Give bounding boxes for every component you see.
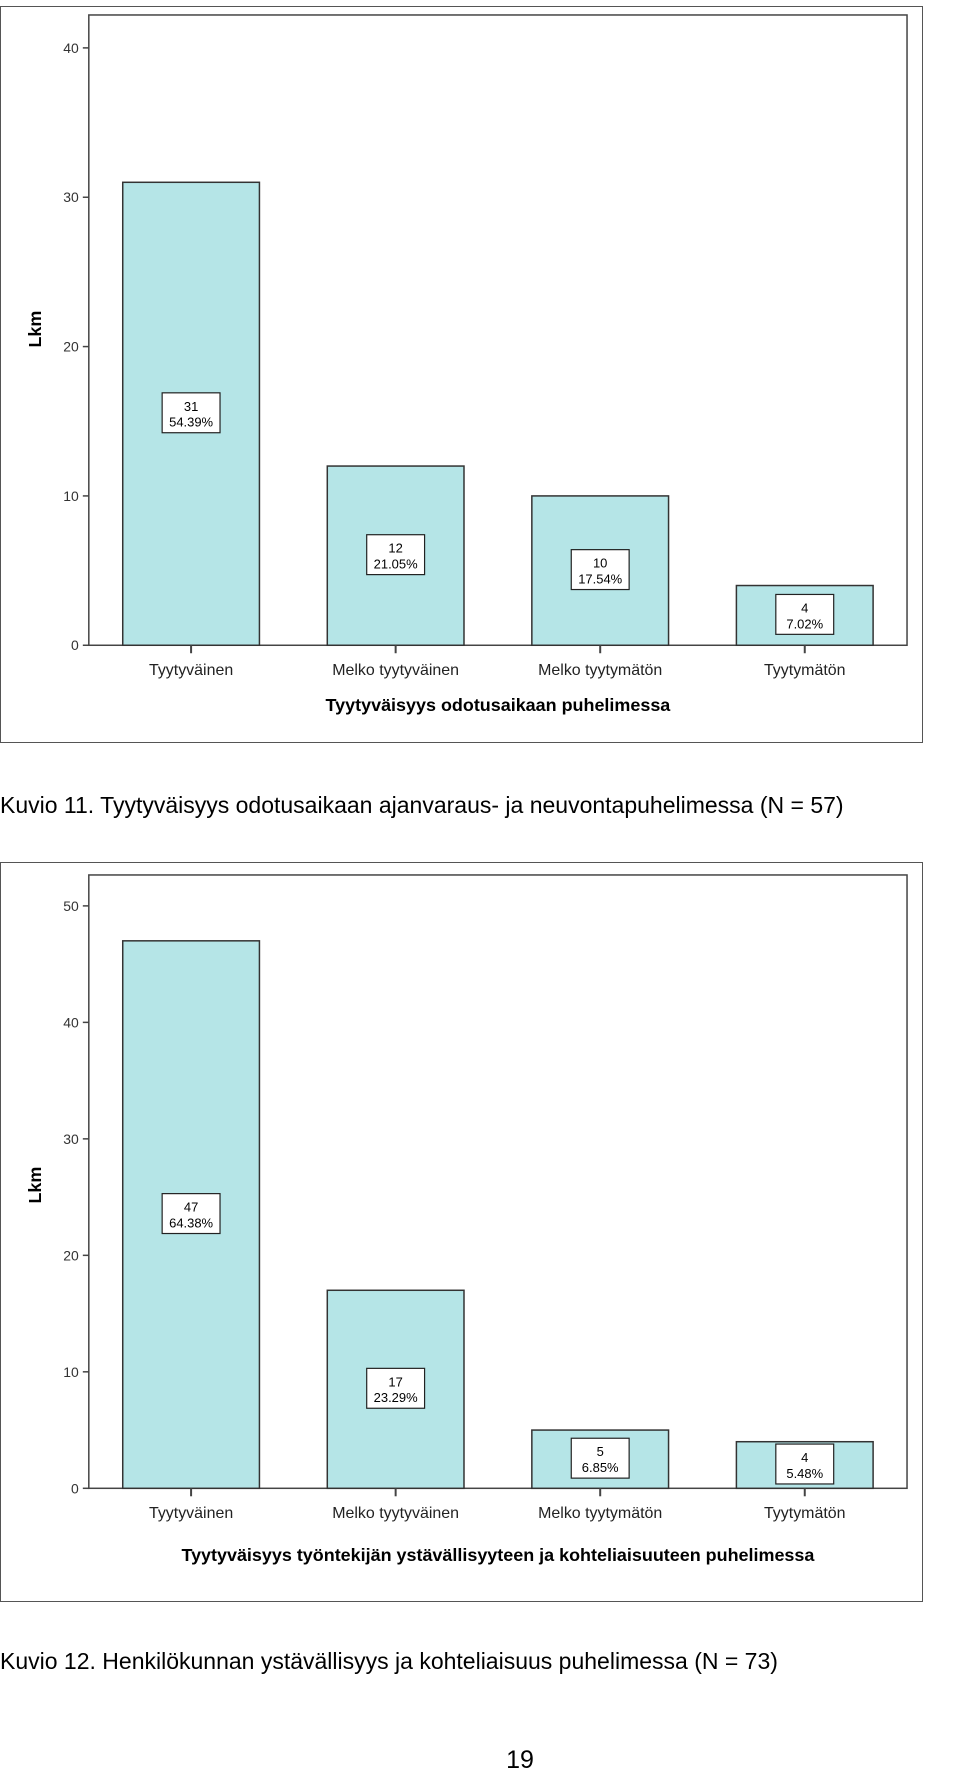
data-label-count: 4 bbox=[801, 1450, 808, 1465]
data-label-box bbox=[775, 1443, 835, 1485]
data-label-percent: 6.85% bbox=[582, 1460, 619, 1475]
x-tick-label: Tyytymätön bbox=[764, 662, 846, 679]
plot-frame bbox=[88, 874, 908, 1490]
data-label-percent: 21.05% bbox=[374, 557, 418, 572]
chart-kuvio-12: 0 10 20 30 40 50 Lkm 47 64.38% Tyytyväinen 17 23.29… bbox=[0, 862, 923, 1602]
figure-caption-12: Kuvio 12. Henkilökunnan ystävällisyys ja… bbox=[0, 1648, 778, 1674]
data-label-box bbox=[161, 392, 221, 434]
plot-frame bbox=[88, 14, 908, 647]
y-tick-label: 0 bbox=[71, 1480, 79, 1496]
data-label-box bbox=[366, 534, 426, 576]
y-tick-label: 30 bbox=[63, 1131, 79, 1147]
x-tick-label: Tyytyväinen bbox=[149, 1505, 233, 1522]
x-tick-label: Tyytyväinen bbox=[149, 662, 233, 679]
data-label-box bbox=[570, 1437, 630, 1479]
y-axis-label: Lkm bbox=[25, 1167, 45, 1204]
data-label-percent: 5.48% bbox=[786, 1466, 823, 1481]
x-tick-label: Melko tyytymätön bbox=[538, 1505, 662, 1522]
x-tick-label: Melko tyytyväinen bbox=[332, 1505, 459, 1522]
data-label-count: 5 bbox=[597, 1444, 604, 1459]
y-tick-label: 20 bbox=[63, 1247, 79, 1263]
data-label-box bbox=[161, 1193, 221, 1235]
data-label-count: 4 bbox=[801, 600, 808, 615]
y-tick-label: 10 bbox=[63, 1364, 79, 1380]
y-tick-label: 20 bbox=[63, 339, 79, 355]
y-tick-label: 30 bbox=[63, 189, 79, 205]
data-label-box bbox=[570, 549, 630, 591]
data-label-count: 31 bbox=[184, 399, 198, 414]
x-tick-label: Melko tyytyväinen bbox=[332, 662, 459, 679]
data-label-count: 12 bbox=[388, 541, 402, 556]
data-label-percent: 17.54% bbox=[578, 572, 622, 587]
data-label-count: 10 bbox=[593, 556, 607, 571]
data-label-count: 47 bbox=[184, 1200, 198, 1215]
figure-caption-11: Kuvio 11. Tyytyväisyys odotusaikaan ajan… bbox=[0, 792, 844, 818]
y-tick-label: 40 bbox=[63, 1014, 79, 1030]
data-label-box bbox=[366, 1367, 426, 1409]
y-tick-label: 10 bbox=[63, 488, 79, 504]
x-tick-label: Melko tyytymätön bbox=[538, 662, 662, 679]
y-axis-label: Lkm bbox=[25, 311, 45, 348]
page-number: 19 bbox=[506, 1746, 534, 1774]
y-tick-label: 50 bbox=[63, 898, 79, 914]
x-tick-label: Tyytymätön bbox=[764, 1505, 846, 1522]
x-axis-label: Tyytyväisyys työntekijän ystävällisyytee… bbox=[181, 1545, 815, 1565]
data-label-percent: 23.29% bbox=[374, 1390, 418, 1405]
chart-kuvio-11: 0 10 20 30 40 Lkm 31 54.39% Tyytyväinen 12 21.05% M… bbox=[0, 6, 923, 743]
y-tick-label: 0 bbox=[71, 637, 79, 653]
data-label-percent: 64.38% bbox=[169, 1216, 213, 1231]
data-label-percent: 54.39% bbox=[169, 415, 213, 430]
x-axis-label: Tyytyväisyys odotusaikaan puhelimessa bbox=[326, 695, 672, 715]
data-label-percent: 7.02% bbox=[786, 616, 823, 631]
data-label-box bbox=[775, 593, 835, 635]
y-tick-label: 40 bbox=[63, 40, 79, 56]
data-label-count: 17 bbox=[388, 1374, 402, 1389]
